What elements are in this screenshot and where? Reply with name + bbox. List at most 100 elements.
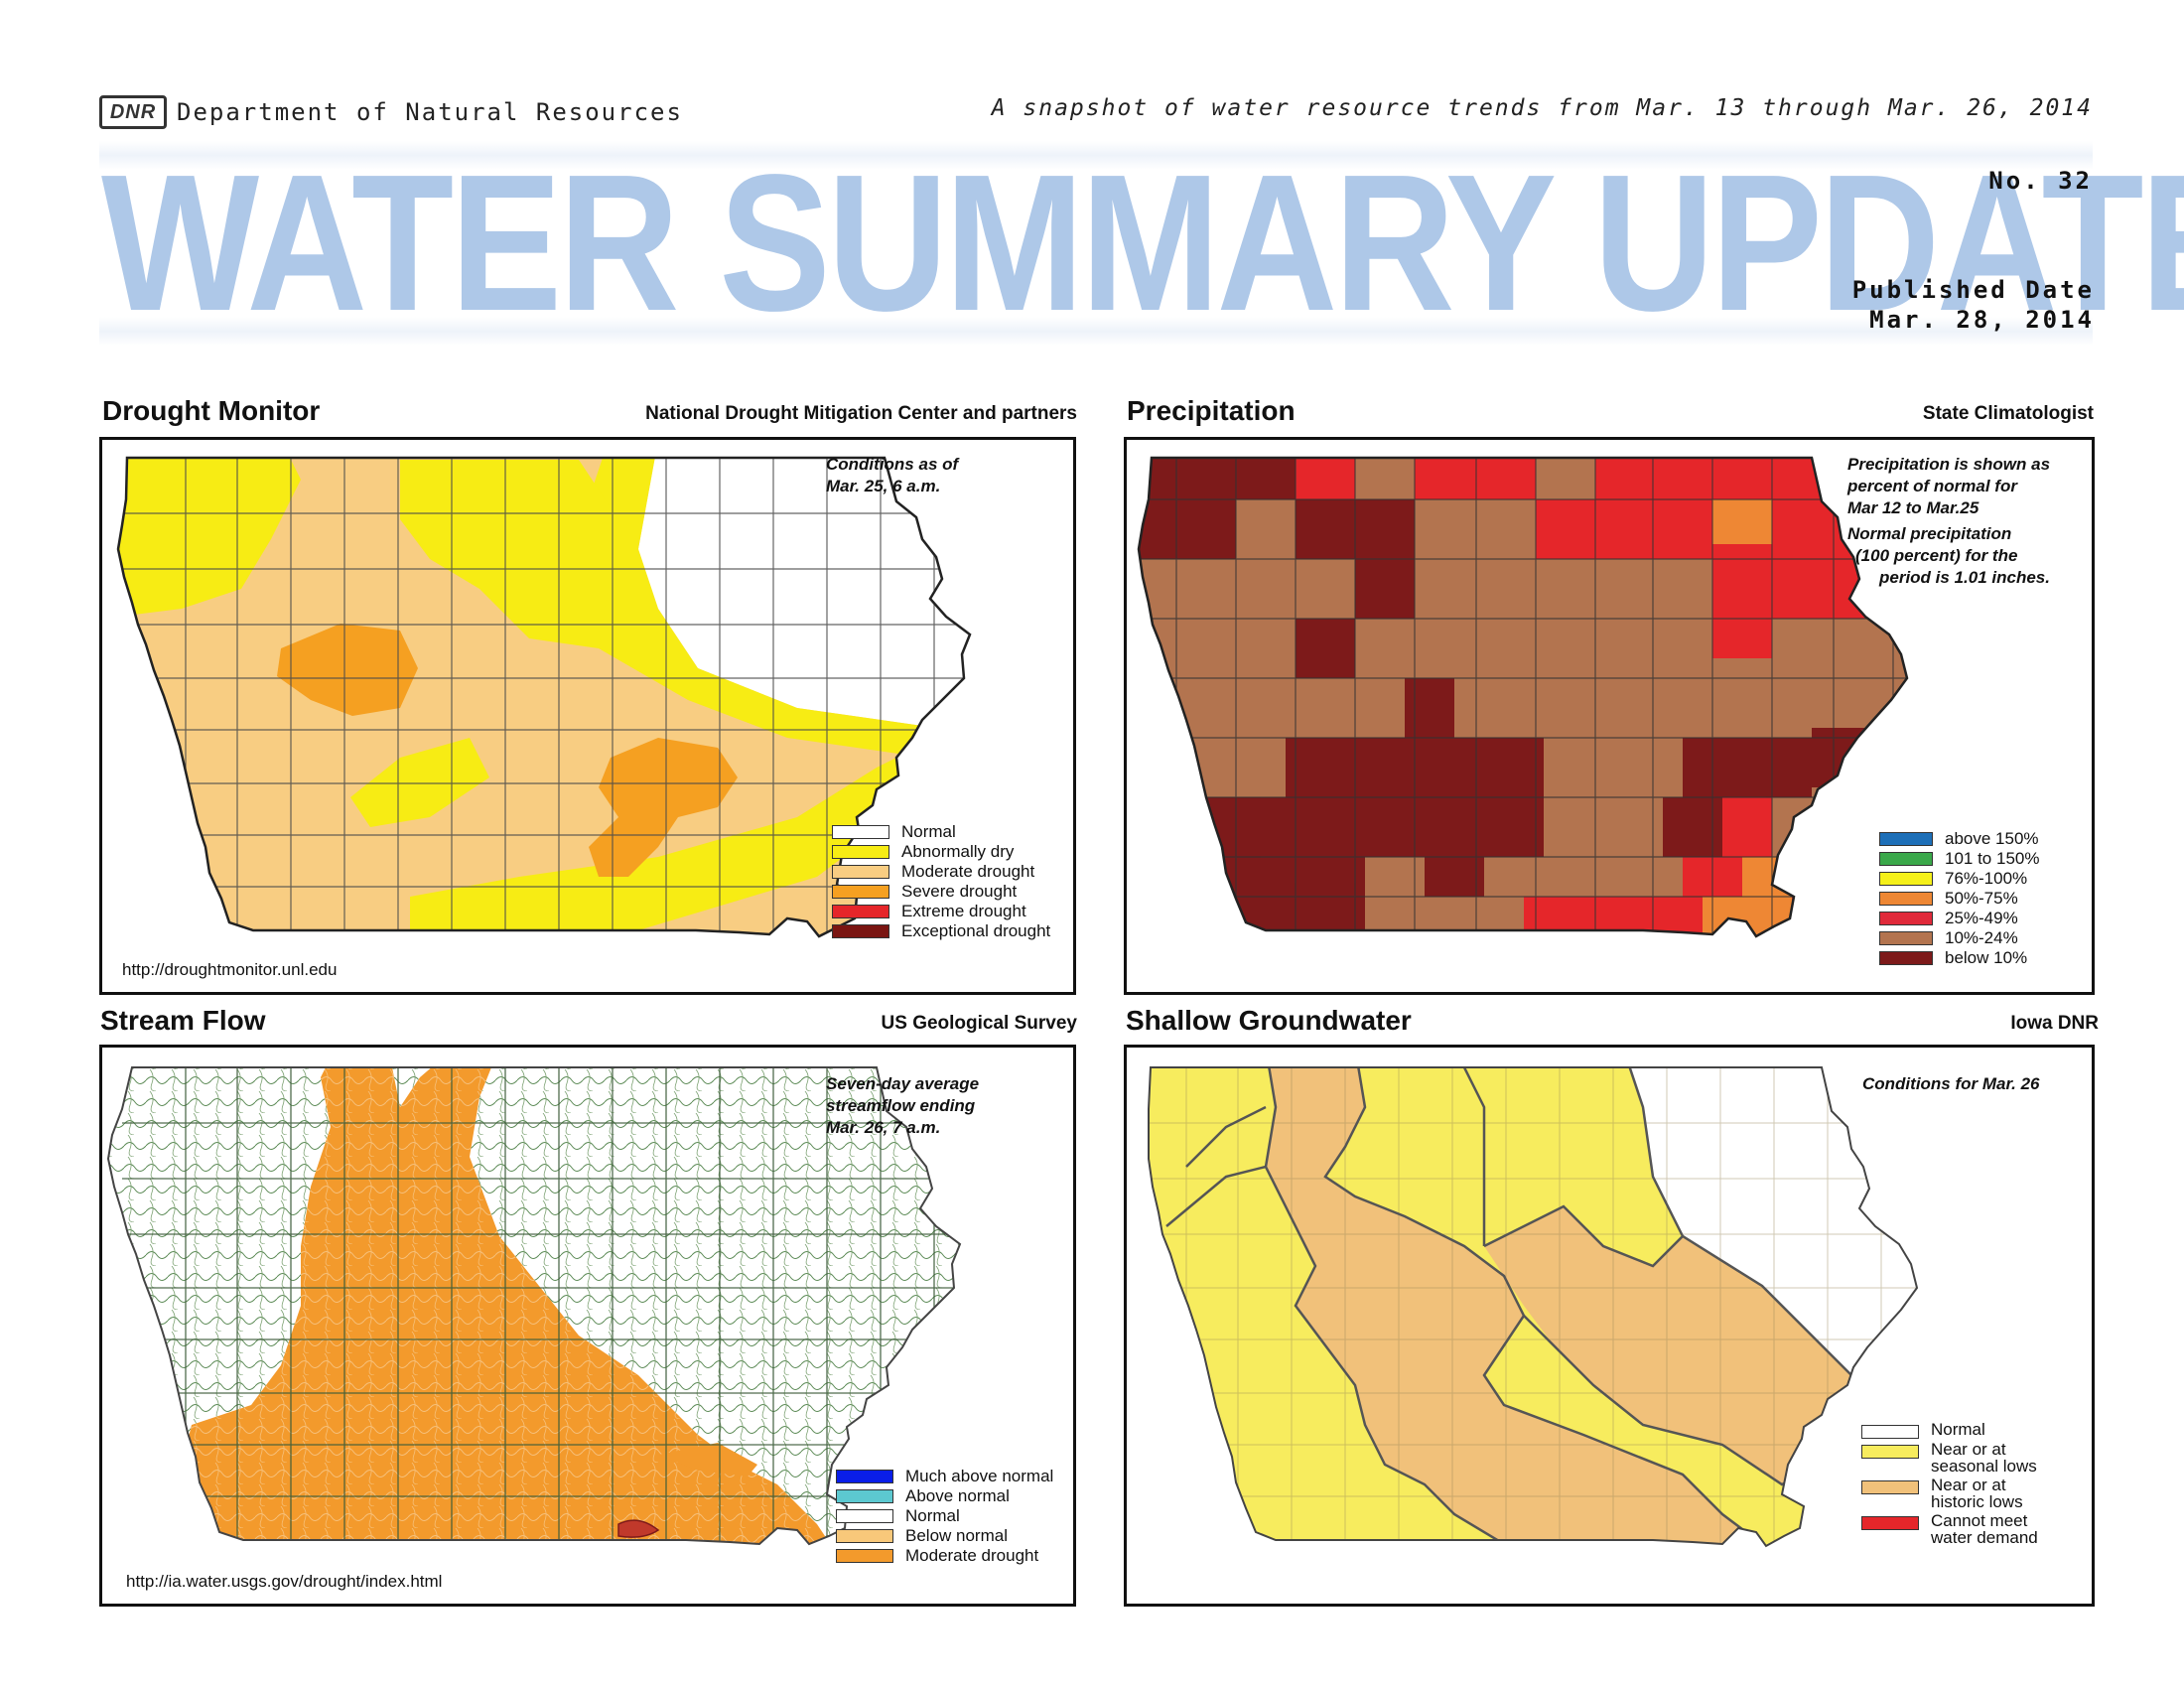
legend-label-line1: Near or at: [1931, 1476, 2006, 1494]
legend-item: Severe drought: [832, 882, 1050, 902]
legend-label: Near or at historic lows: [1931, 1477, 2023, 1510]
legend-item: 25%-49%: [1879, 909, 2039, 928]
legend-swatch: [1879, 892, 1933, 906]
header-brand: DNR Department of Natural Resources: [99, 95, 683, 129]
legend-label-line1: Cannot meet: [1931, 1511, 2028, 1530]
legend-label: Moderate drought: [905, 1546, 1039, 1565]
legend-swatch: [1879, 912, 1933, 925]
stream-note-line3: Mar. 26, 7 a.m.: [826, 1118, 941, 1137]
legend-swatch: [832, 905, 889, 918]
legend-item: Near or at historic lows: [1861, 1477, 2038, 1512]
precip-panel-title: Precipitation: [1127, 395, 1296, 426]
groundwater-note: Conditions for Mar. 26: [1862, 1073, 2040, 1095]
legend-label-line2: historic lows: [1931, 1492, 2023, 1511]
legend-item: Below normal: [836, 1526, 1053, 1546]
legend-label: Below normal: [905, 1526, 1008, 1545]
precip-panel-source: State Climatologist: [1922, 403, 2094, 424]
legend-item: 101 to 150%: [1879, 849, 2039, 869]
legend-item: above 150%: [1879, 829, 2039, 849]
legend-label-line2: water demand: [1931, 1528, 2038, 1547]
department-name: Department of Natural Resources: [177, 98, 683, 126]
precip-note-line1: Precipitation is shown as: [1847, 455, 2051, 474]
legend-label: below 10%: [1945, 948, 2028, 967]
stream-panel-source: US Geological Survey: [881, 1013, 1077, 1034]
legend-label: Above normal: [905, 1486, 1010, 1505]
published-label: Published Date: [1851, 276, 2095, 304]
groundwater-map-panel: Conditions for Mar. 26 Normal Near or at…: [1124, 1045, 2095, 1607]
legend-item: 50%-75%: [1879, 889, 2039, 909]
drought-map: [116, 456, 972, 938]
drought-panel-title: Drought Monitor: [102, 395, 321, 426]
legend-label: 50%-75%: [1945, 889, 2018, 908]
legend-item: Normal: [1861, 1421, 2038, 1441]
groundwater-panel-source: Iowa DNR: [2010, 1013, 2099, 1034]
stream-legend: Much above normal Above normal Normal Be…: [836, 1467, 1053, 1566]
drought-panel-source: National Drought Mitigation Center and p…: [645, 403, 1077, 424]
groundwater-map: [1148, 1066, 1919, 1548]
legend-label: Exceptional drought: [901, 921, 1051, 940]
legend-label: 101 to 150%: [1945, 849, 2040, 868]
legend-label: Normal: [1931, 1420, 1985, 1439]
legend-swatch: [1861, 1480, 1919, 1494]
stream-map-panel: Seven-day average streamflow ending Mar.…: [99, 1045, 1076, 1607]
legend-label-line2: seasonal lows: [1931, 1457, 2037, 1476]
legend-swatch: [832, 885, 889, 899]
drought-map-panel: Conditions as of Mar. 25, 6 a.m. Normal …: [99, 437, 1076, 995]
stream-panel-title: Stream Flow: [100, 1005, 266, 1036]
stream-note: Seven-day average streamflow ending Mar.…: [826, 1073, 979, 1139]
page-title: WATER SUMMARY UPDATE: [101, 134, 2184, 352]
legend-label: Abnormally dry: [901, 842, 1015, 861]
legend-item: Extreme drought: [832, 902, 1050, 921]
legend-item: Abnormally dry: [832, 842, 1050, 862]
legend-label: Much above normal: [905, 1467, 1054, 1485]
stream-note-line1: Seven-day average: [826, 1074, 980, 1093]
legend-label: Near or at seasonal lows: [1931, 1441, 2037, 1475]
precip-note: Precipitation is shown as percent of nor…: [1847, 454, 2050, 589]
legend-item: Normal: [832, 822, 1050, 842]
legend-swatch: [1879, 872, 1933, 886]
legend-swatch: [832, 825, 889, 839]
issue-number: No. 32: [1988, 167, 2093, 195]
legend-swatch: [1879, 832, 1933, 846]
stream-map: [106, 1066, 962, 1546]
precip-note-line2: percent of normal for: [1847, 477, 2017, 495]
legend-label: above 150%: [1945, 829, 2039, 848]
legend-item: Exceptional drought: [832, 921, 1050, 941]
drought-note-line2: Mar. 25, 6 a.m.: [826, 477, 941, 495]
legend-item: 76%-100%: [1879, 869, 2039, 889]
legend-item: below 10%: [1879, 948, 2039, 968]
drought-legend: Normal Abnormally dry Moderate drought S…: [832, 822, 1050, 941]
drought-note: Conditions as of Mar. 25, 6 a.m.: [826, 454, 958, 497]
drought-note-line1: Conditions as of: [826, 455, 959, 474]
legend-swatch: [1879, 951, 1933, 965]
groundwater-legend: Normal Near or at seasonal lows Near or a…: [1861, 1421, 2038, 1548]
legend-swatch: [1861, 1445, 1919, 1459]
groundwater-panel-title: Shallow Groundwater: [1126, 1005, 1412, 1036]
legend-swatch: [832, 865, 889, 879]
legend-label-line1: Near or at: [1931, 1440, 2006, 1459]
legend-item: Near or at seasonal lows: [1861, 1441, 2038, 1477]
stream-note-line2: streamflow ending: [826, 1096, 976, 1115]
legend-item: Moderate drought: [832, 862, 1050, 882]
precip-note-line5: (100 percent) for the: [1855, 546, 2018, 565]
legend-swatch: [836, 1470, 893, 1483]
groundwater-note-line1: Conditions for Mar. 26: [1862, 1074, 2040, 1093]
stream-source-url: http://ia.water.usgs.gov/drought/index.h…: [126, 1572, 443, 1591]
title-band: [99, 141, 2093, 346]
legend-swatch: [836, 1489, 893, 1503]
legend-label: 76%-100%: [1945, 869, 2028, 888]
legend-label: Severe drought: [901, 882, 1018, 901]
legend-swatch: [1861, 1425, 1919, 1439]
snapshot-subtitle: A snapshot of water resource trends from…: [991, 95, 2093, 121]
legend-label: 10%-24%: [1945, 928, 2018, 947]
legend-item: Normal: [836, 1506, 1053, 1526]
legend-label: Cannot meet water demand: [1931, 1512, 2038, 1546]
precip-map-panel: Precipitation is shown as percent of nor…: [1124, 437, 2095, 995]
dnr-logo-icon: DNR: [99, 95, 167, 129]
legend-label: Normal: [901, 822, 956, 841]
legend-label: Extreme drought: [901, 902, 1026, 920]
precip-note-line3: Mar 12 to Mar.25: [1847, 498, 1979, 517]
legend-swatch: [836, 1509, 893, 1523]
legend-item: Much above normal: [836, 1467, 1053, 1486]
legend-swatch: [836, 1549, 893, 1563]
